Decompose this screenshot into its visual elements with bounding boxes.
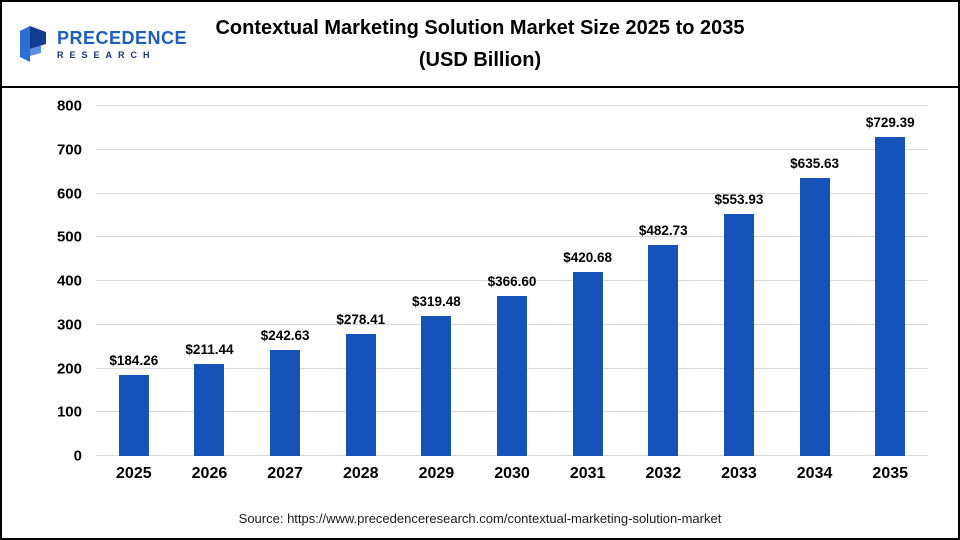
bar [421,316,452,456]
x-tick-label: 2034 [796,465,833,482]
y-tick-label: 100 [56,403,82,421]
gridline [96,148,928,150]
x-tick-label: 2030 [494,465,530,482]
bar [194,363,225,456]
y-tick-label: 700 [56,141,82,159]
gridline [96,280,928,281]
bar-value-label: $553.93 [714,191,764,207]
chart-title: Contextual Marketing Solution Market Siz… [206,12,754,76]
bar [648,244,679,456]
y-tick-label: 500 [56,228,82,246]
precedence-logo-icon [20,26,46,62]
y-tick-label: 600 [56,185,82,202]
bar [799,177,830,456]
bar [875,136,906,456]
bar-group: $184.26 [96,106,172,456]
bar [345,334,376,456]
bar-value-label: $278.41 [336,312,386,328]
logo-subtitle: RESEARCH [57,49,156,60]
bar [723,213,754,456]
x-tick-label: 2026 [191,465,228,482]
y-tick-label: 200 [56,360,82,377]
x-tick-label: 2028 [342,465,379,482]
source-text: Source: https://www.precedenceresearch.c… [238,511,722,526]
bar-group: $242.63 [247,106,323,456]
y-tick-label: 0 [73,447,82,465]
x-tick-label: 2025 [116,465,152,482]
x-tick-label: 2033 [721,465,757,482]
bar [270,349,301,456]
bar-value-label: $211.44 [185,341,234,357]
bar-group: $482.73 [625,106,701,456]
precedence-logo: PRECEDENCE RESEARCH [16,24,206,64]
gridline [96,236,928,238]
x-axis-labels: 2025 2026 2027 2028 2029 2030 2031 2032 2033 2034… [96,465,928,483]
x-tick-label: 2032 [645,465,682,482]
bar-value-label: $366.60 [487,273,537,289]
bar-group: $553.93 [701,106,777,456]
logo-text: PRECEDENCE RESEARCH [57,29,187,60]
logo-name: PRECEDENCE [57,27,188,48]
gridline [96,192,928,194]
chart-title-line2: (USD Billion) [418,49,542,71]
bar-group: $319.48 [399,106,475,456]
bar-value-label: $319.48 [411,294,461,310]
y-tick-label: 800 [56,97,82,115]
gridline [96,105,928,106]
bar-value-label: $420.68 [563,249,613,265]
bar-group: $211.44 [172,106,248,456]
bars-layer: $184.26 $211.44 $242.63 $278.41 $319.48 $366.… [96,106,928,456]
bar-group: $729.39 [852,106,928,456]
header: PRECEDENCE RESEARCH Contextual Marketing… [2,2,958,88]
y-tick-label: 400 [56,272,82,290]
x-tick-label: 2029 [418,465,455,482]
bar [118,375,149,456]
bar-value-label: $482.73 [638,222,688,238]
bar-group: $420.68 [550,106,626,456]
bar-group: $278.41 [323,106,399,456]
chart-title-line1: Contextual Marketing Solution Market Siz… [215,17,745,39]
plot-area: $184.26 $211.44 $242.63 $278.41 $319.48 $366.… [57,98,928,465]
bar-group: $366.60 [474,106,550,456]
x-tick-label: 2035 [872,465,909,482]
y-tick-label: 300 [56,316,82,334]
bar [497,295,528,456]
bar-value-label: $635.63 [790,155,839,171]
x-tick-label: 2031 [569,465,606,482]
bar-value-label: $184.26 [109,353,159,369]
bar [572,271,603,456]
x-tick-label: 2027 [267,465,303,482]
chart-area: $184.26 $211.44 $242.63 $278.41 $319.48 $366.… [2,88,958,495]
bar-value-label: $729.39 [865,114,915,130]
bar-value-label: $242.63 [260,327,310,343]
bar-group: $635.63 [777,106,853,456]
